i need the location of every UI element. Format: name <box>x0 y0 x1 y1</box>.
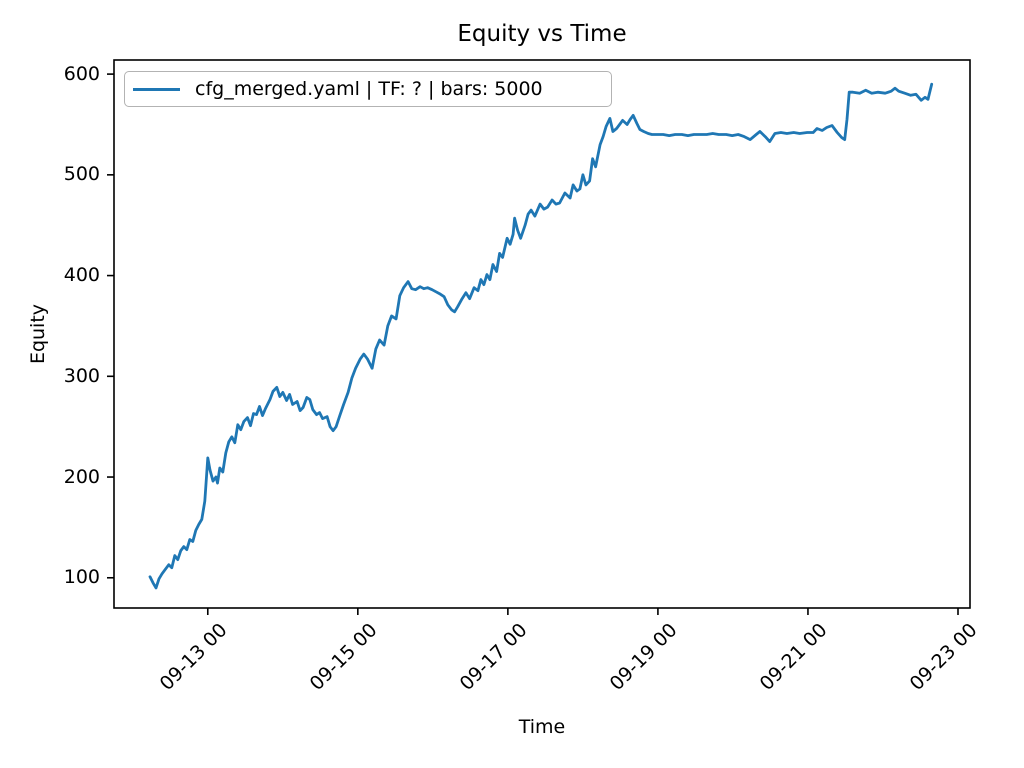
legend: cfg_merged.yaml | TF: ? | bars: 5000 <box>124 71 612 107</box>
axis-tick-marks <box>107 73 959 615</box>
x-axis-label: Time <box>518 716 566 738</box>
axes-spines <box>113 59 971 609</box>
y-tick-label: 500 <box>63 163 100 186</box>
legend-line-swatch <box>133 87 180 91</box>
y-tick-label: 400 <box>63 264 100 287</box>
y-tick-label: 300 <box>63 364 100 387</box>
y-tick-label: 100 <box>63 566 100 589</box>
legend-label: cfg_merged.yaml | TF: ? | bars: 5000 <box>195 78 543 100</box>
y-axis-label: Equity <box>27 303 49 365</box>
chart-title: Equity vs Time <box>457 21 627 47</box>
y-tick-label: 600 <box>63 62 100 85</box>
equity-line <box>148 82 934 590</box>
y-tick-label: 200 <box>63 465 100 488</box>
